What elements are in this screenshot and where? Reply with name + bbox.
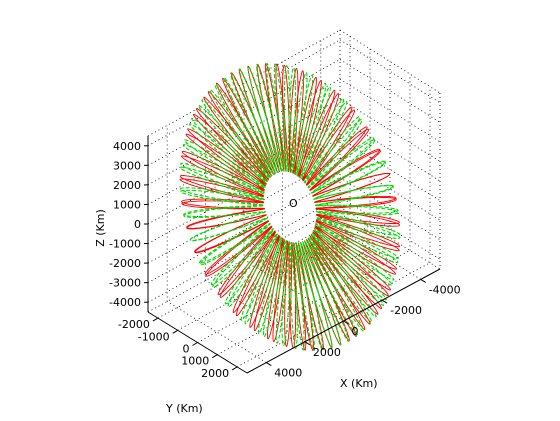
x-tick-mark — [420, 278, 426, 283]
x-tick-mark — [381, 299, 388, 304]
z-grid-line — [147, 98, 341, 205]
box-edge — [147, 206, 341, 313]
tick-labels: 40003000200010000-1000-2000-3000-4000-20… — [109, 140, 461, 380]
z-tick-label: 1000 — [113, 198, 141, 211]
orbit-traces — [179, 63, 401, 351]
orbit-series-2-b — [179, 63, 401, 351]
z-tick-label: 4000 — [113, 140, 141, 153]
grid-lines — [147, 29, 441, 368]
y-grid-line — [177, 225, 371, 331]
z-tick-label: -2000 — [109, 257, 141, 270]
y-tick-label: -1000 — [138, 330, 170, 343]
z-tick-label: 0 — [134, 218, 141, 231]
x-tick-mark — [343, 320, 349, 325]
z-grid-line — [339, 177, 441, 241]
x-tick-label: 4000 — [274, 367, 302, 380]
y-tick-mark — [152, 317, 159, 322]
z-grid-line — [147, 137, 341, 244]
z-tick-label: -4000 — [109, 296, 141, 309]
y-tick-mark — [212, 354, 218, 359]
z-tick-label: 3000 — [113, 159, 141, 172]
z-tick-label: -3000 — [109, 277, 141, 290]
z-tick-label: -1000 — [109, 238, 141, 251]
axes — [144, 136, 441, 374]
z-grid-line — [147, 59, 341, 166]
y-grid-line — [217, 250, 411, 356]
y-tick-label: 0 — [183, 343, 190, 356]
y-grid-line — [157, 212, 351, 319]
box-edge — [147, 29, 341, 137]
x-tick-label: -4000 — [429, 283, 461, 296]
orbit-series-1-b — [179, 63, 400, 351]
x-tick-label: 0 — [352, 325, 359, 338]
z-tick-label: 2000 — [113, 179, 141, 192]
y-tick-mark — [172, 329, 178, 334]
y-grid-line — [236, 262, 431, 368]
z-grid-line — [147, 39, 341, 147]
y-tick-mark — [192, 342, 198, 346]
y-grid-line — [197, 237, 391, 343]
x-tick-mark — [266, 362, 272, 367]
center-marker: O — [289, 197, 298, 210]
y-tick-label: 2000 — [201, 367, 229, 380]
z-grid-line — [147, 196, 341, 303]
z-grid-line — [147, 177, 341, 284]
y-axis-label: Y (Km) — [165, 402, 203, 415]
z-axis-label: Z (Km) — [94, 209, 107, 247]
x-tick-label: -2000 — [390, 304, 422, 317]
x-tick-mark — [304, 341, 311, 346]
z-grid-line — [147, 118, 341, 225]
y-tick-mark — [231, 366, 238, 371]
z-grid-line — [147, 157, 341, 264]
z-grid-line — [339, 59, 441, 123]
y-tick-label: 1000 — [181, 355, 209, 368]
z-grid-line — [147, 78, 341, 186]
x-axis-line — [246, 268, 441, 374]
y-axis-line — [147, 311, 248, 374]
y-tick-label: -2000 — [118, 318, 150, 331]
x-tick-label: 2000 — [313, 346, 341, 359]
z-grid-line — [339, 98, 441, 162]
x-axis-label: X (Km) — [340, 377, 378, 390]
